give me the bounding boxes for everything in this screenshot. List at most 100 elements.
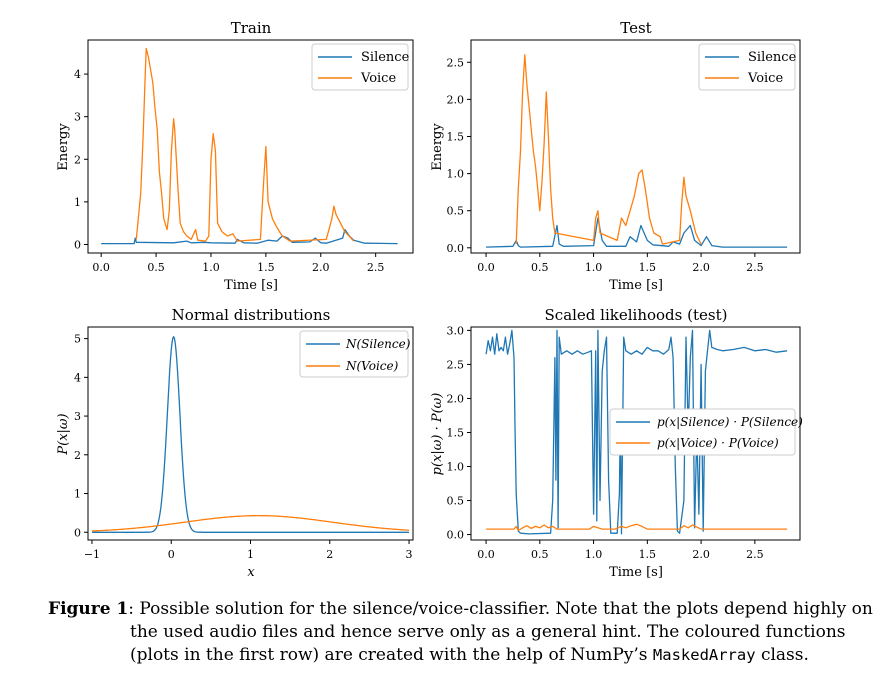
- normal-ylabel: P(x|ω): [56, 413, 71, 455]
- test-ytick-label: 1.5: [447, 130, 465, 143]
- train-ytick-label: 3: [74, 111, 81, 124]
- test-series: [486, 54, 788, 248]
- test-legend: Silence Voice: [698, 43, 797, 91]
- train-line-voice: [135, 47, 355, 242]
- test-axes-frame: [470, 39, 801, 254]
- train-axes-frame: [87, 39, 414, 254]
- normal-xtick-label: 3: [406, 548, 413, 561]
- normal-ytick-label: 1: [74, 488, 81, 501]
- caption-text-3b: class.: [755, 645, 809, 665]
- normal-line-voice: [91, 514, 410, 532]
- normal-ytick-label: 5: [74, 333, 81, 346]
- test-ytick-label: 2.5: [447, 56, 465, 69]
- caption-line-2: the used audio files and hence serve onl…: [130, 622, 846, 642]
- normal-line-silence: [92, 336, 409, 533]
- likelihood-xtick-label: 1.5: [639, 548, 657, 561]
- likelihood-xtick-label: 2.0: [692, 548, 710, 561]
- normal-ytick-label: 0: [74, 526, 81, 539]
- normal-legend-label-voice: N(Voice): [345, 359, 399, 373]
- likelihood-title: Scaled likelihoods (test): [545, 306, 728, 324]
- train-ytick-label: 4: [74, 68, 81, 81]
- likelihood-xtick-label: 0.5: [531, 548, 549, 561]
- train-line-silence: [101, 228, 398, 245]
- normal-legend-label-silence: N(Silence): [345, 337, 411, 351]
- normal-xtick-label: 2: [326, 548, 333, 561]
- likelihood-xtick-label: 0.0: [477, 548, 495, 561]
- train-ytick-label: 2: [74, 153, 81, 166]
- train-legend-label-voice: Voice: [360, 71, 396, 86]
- normal-xtick-label: 1: [247, 548, 254, 561]
- train-xtick-label: 1.5: [257, 261, 275, 274]
- train-xtick-label: 0.0: [92, 261, 110, 274]
- test-legend-label-voice: Voice: [747, 71, 783, 86]
- test-xtick-label: 1.0: [585, 261, 603, 274]
- likelihood-legend-box: [609, 408, 796, 456]
- likelihood-xtick-label: 1.0: [585, 548, 603, 561]
- likelihood-xlabel: Time [s]: [609, 565, 663, 580]
- train-xtick-label: 2.5: [367, 261, 385, 274]
- train-ytick-label: 1: [74, 196, 81, 209]
- normal-title: Normal distributions: [172, 306, 331, 324]
- test-ytick-label: 0.5: [447, 205, 465, 218]
- likelihood-ytick-label: 0.5: [447, 495, 465, 508]
- figure-caption: Figure 1: Possible solution for the sile…: [48, 598, 873, 667]
- likelihood-ytick-label: 2.5: [447, 358, 465, 371]
- caption-line-1: Figure 1: Possible solution for the sile…: [48, 598, 873, 621]
- likelihood-ytick-label: 0.0: [447, 529, 465, 542]
- normal-xlabel: x: [247, 565, 255, 580]
- normal-xtick-label: −1: [84, 548, 100, 561]
- test-xlabel: Time [s]: [609, 278, 663, 293]
- likelihood-axes-frame: [470, 326, 801, 541]
- train-legend-label-silence: Silence: [361, 50, 410, 65]
- likelihood-legend-label-silence: p(x|Silence) · P(Silence): [657, 415, 803, 429]
- train-xtick-label: 0.5: [147, 261, 165, 274]
- caption-text-3a: (plots in the first row) are created wit…: [130, 645, 653, 665]
- test-xtick-label: 2.0: [692, 261, 710, 274]
- likelihood-legend-label-voice: p(x|Voice) · P(Voice): [657, 436, 779, 450]
- normal-x-ticks: −1 0 1 2 3: [84, 540, 413, 561]
- caption-text-1: : Possible solution for the silence/voic…: [128, 599, 873, 619]
- normal-series: [91, 336, 410, 533]
- train-title: Train: [231, 19, 272, 37]
- likelihood-ytick-label: 3.0: [447, 324, 465, 337]
- test-ytick-label: 1.0: [447, 168, 465, 181]
- train-x-ticks: 0.0 0.5 1.0 1.5 2.0 2.5: [92, 253, 384, 274]
- train-y-ticks: 0 1 2 3 4: [74, 68, 88, 251]
- normal-ytick-label: 2: [74, 449, 81, 462]
- test-xtick-label: 2.5: [746, 261, 764, 274]
- test-y-ticks: 0.0 0.5 1.0 1.5 2.0 2.5: [447, 56, 471, 255]
- test-x-ticks: 0.0 0.5 1.0 1.5 2.0 2.5: [477, 253, 764, 274]
- test-line-silence: [486, 217, 788, 248]
- train-xtick-label: 1.0: [202, 261, 220, 274]
- train-ylabel: Energy: [56, 123, 71, 171]
- test-legend-label-silence: Silence: [748, 50, 797, 65]
- likelihood-ytick-label: 1.0: [447, 461, 465, 474]
- likelihood-x-ticks: 0.0 0.5 1.0 1.5 2.0 2.5: [477, 540, 764, 561]
- test-ytick-label: 2.0: [447, 93, 465, 106]
- test-plot: Test 0.0 0.5 1.0 1.5 2.0 2.5 0.0 0.5 1.0 1.5 2.0 2…: [430, 19, 801, 293]
- test-ylabel: Energy: [430, 123, 445, 171]
- normal-legend: N(Silence) N(Voice): [299, 330, 411, 378]
- train-ytick-label: 0: [74, 238, 81, 251]
- normal-y-ticks: 0 1 2 3 4 5: [74, 333, 88, 539]
- train-legend: Silence Voice: [311, 43, 410, 91]
- train-series: [101, 47, 398, 245]
- likelihood-xtick-label: 2.5: [746, 548, 764, 561]
- likelihood-series: [485, 329, 788, 535]
- train-xlabel: Time [s]: [224, 278, 278, 293]
- caption-label: Figure 1: [48, 599, 129, 619]
- likelihood-y-ticks: 0.0 0.5 1.0 1.5 2.0 2.5 3.0: [447, 324, 471, 542]
- likelihood-ytick-label: 1.5: [447, 426, 465, 439]
- likelihood-line-silence: [485, 329, 788, 535]
- likelihood-line-voice: [486, 523, 788, 532]
- likelihood-ytick-label: 2.0: [447, 392, 465, 405]
- test-xtick-label: 0.0: [477, 261, 495, 274]
- train-xtick-label: 2.0: [312, 261, 330, 274]
- test-xtick-label: 1.5: [639, 261, 657, 274]
- likelihood-legend: p(x|Silence) · P(Silence) p(x|Voice) · P…: [609, 408, 803, 456]
- test-ytick-label: 0.0: [447, 242, 465, 255]
- caption-code: MaskedArray: [652, 646, 756, 664]
